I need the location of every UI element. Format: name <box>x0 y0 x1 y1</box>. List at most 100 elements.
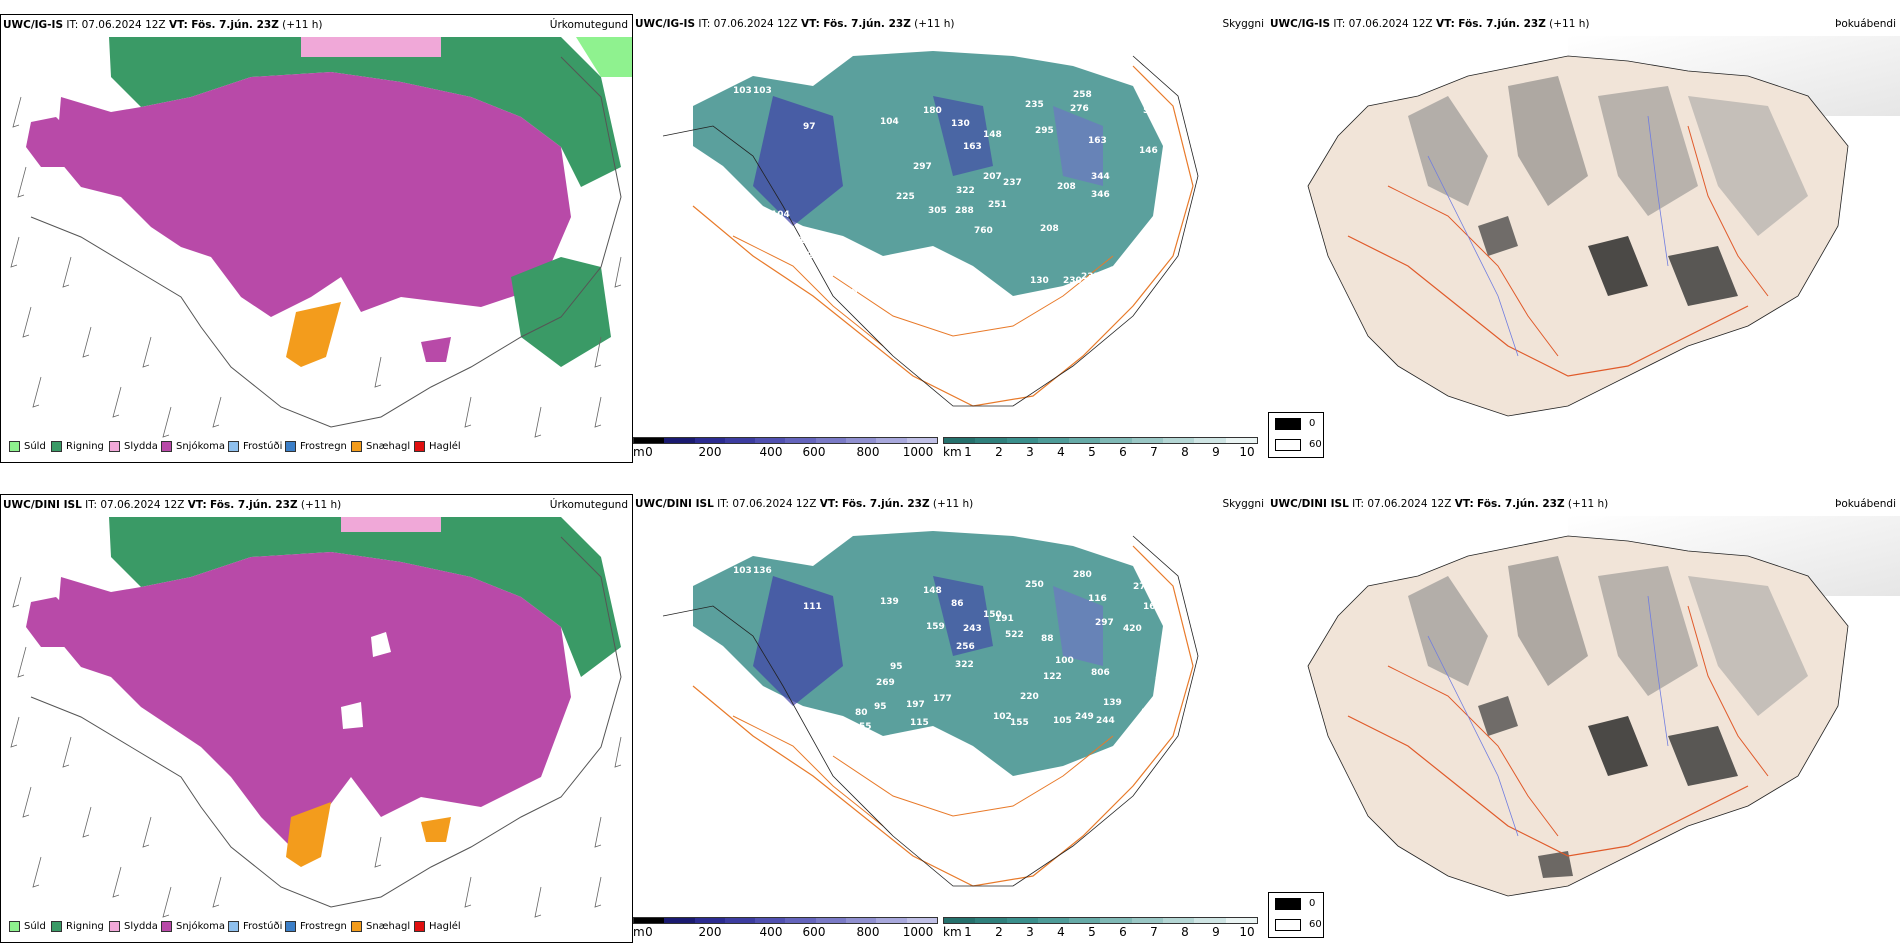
cloud-base-label: 115 <box>910 718 929 728</box>
rain-swatch <box>51 441 62 452</box>
legend-item-sleet: Slydda <box>109 441 158 452</box>
fog-map <box>1307 516 1900 897</box>
visibility-tick: 9 <box>1212 925 1220 939</box>
snow-pellets-swatch <box>351 441 362 452</box>
snow-swatch <box>161 441 172 452</box>
precip-type-panel-bottom: UWC/DINI ISL IT: 07.06.2024 12Z VT: Fös.… <box>0 494 633 943</box>
cloud-base-label: 280 <box>1073 570 1092 580</box>
cloud-base-colorbar: m 0 200 400 600 800 1000 <box>633 917 938 941</box>
cloud-base-label: 105 <box>1053 716 1072 726</box>
cloud-base-label: 95 <box>874 702 887 712</box>
precip-legend: Súld Rigning Slydda Snjókoma Frostúði Fr… <box>1 921 634 935</box>
cloud-base-label: 155 <box>1010 718 1029 728</box>
visibility-colorbar: km 1 2 3 4 5 6 7 8 9 10 <box>943 917 1258 941</box>
cloud-base-label: 276 <box>1070 104 1089 114</box>
cloud-base-label: 130 <box>1030 276 1049 286</box>
visibility-tick: 9 <box>1212 445 1220 459</box>
cloud-base-label: 117 <box>1141 708 1160 718</box>
cloud-base-map <box>662 531 1199 887</box>
cloud-base-label: 258 <box>1073 90 1092 100</box>
cloud-base-tick: 400 <box>759 445 783 459</box>
drizzle-swatch <box>9 441 20 452</box>
cloud-base-label: 123 <box>871 281 890 291</box>
cloud-base-tick: 200 <box>698 445 722 459</box>
snow-swatch <box>161 921 172 932</box>
cloud-base-tick: 0 <box>645 445 653 459</box>
cloud-base-label: 235 <box>1025 100 1044 110</box>
cloud-base-label: 251 <box>988 200 1007 210</box>
snow-pellets-swatch <box>351 921 362 932</box>
cloud-base-label: 139 <box>880 597 899 607</box>
visibility-tick: 6 <box>1119 925 1127 939</box>
visibility-tick: 1 <box>964 925 972 939</box>
precip-legend: Súld Rigning Slydda Snjókoma Frostúði Fr… <box>1 441 634 455</box>
fog-black-swatch <box>1275 898 1301 910</box>
cloud-base-tick: 400 <box>759 925 783 939</box>
cloud-base-label: 158 <box>763 694 782 704</box>
cloud-base-label: 208 <box>1057 182 1076 192</box>
hail-swatch <box>414 921 425 932</box>
cloud-base-label: 159 <box>926 622 945 632</box>
cloud-base-label: 295 <box>1035 126 1054 136</box>
legend-item-hail: Haglél <box>414 921 461 932</box>
cloud-base-label: 103 <box>733 86 752 96</box>
cloud-base-label: 297 <box>1095 618 1114 628</box>
cloud-base-label: 305 <box>928 206 947 216</box>
panel-header: UWC/IG-IS IT: 07.06.2024 12Z VT: Fös. 7.… <box>1270 18 1590 30</box>
legend-item-snow-pellets: Snæhagl <box>351 921 410 932</box>
freezing-rain-swatch <box>285 441 296 452</box>
cloud-base-label: 136 <box>753 566 772 576</box>
cloud-base-label: 103 <box>733 566 752 576</box>
cloud-base-label: 233 <box>1081 272 1100 282</box>
cloud-base-label: 110 <box>853 256 872 266</box>
cloud-base-label: 116 <box>1088 594 1107 604</box>
cloud-base-label: 420 <box>1123 624 1142 634</box>
drizzle-swatch <box>9 921 20 932</box>
cloud-base-label: 297 <box>913 162 932 172</box>
cloud-base-tick: 1000 <box>902 445 934 459</box>
cloud-base-label: 148 <box>983 130 1002 140</box>
cloud-base-label: 243 <box>963 624 982 634</box>
cloud-base-label: 177 <box>933 694 952 704</box>
fog-legend: 0 60 <box>1268 412 1324 458</box>
cloud-base-label: 237 <box>1003 178 1022 188</box>
cloud-base-label: 104 <box>880 117 899 127</box>
fog-white-value: 60 <box>1309 919 1322 930</box>
cloud-base-label: 122 <box>1043 672 1062 682</box>
visibility-title: Skyggni <box>1222 18 1265 30</box>
cloud-base-label: 220 <box>1020 692 1039 702</box>
visibility-tick: 8 <box>1181 925 1189 939</box>
cloud-base-unit: m <box>633 925 645 939</box>
precip-title: Úrkomutegund <box>549 19 628 31</box>
visibility-tick: 3 <box>1026 925 1034 939</box>
cloud-base-label: 344 <box>1091 172 1110 182</box>
cloud-base-label: 103 <box>753 86 772 96</box>
cloud-base-label: 139 <box>1103 698 1122 708</box>
fog-legend: 0 60 <box>1268 892 1324 938</box>
cloud-base-label: 250 <box>1025 580 1044 590</box>
cloud-base-label: 97 <box>803 122 816 132</box>
freezing-rain-swatch <box>285 921 296 932</box>
legend-item-drizzle: Súld <box>9 921 46 932</box>
cloud-base-label: 220 <box>963 276 982 286</box>
precip-map <box>1 37 632 447</box>
cloud-base-tick: 800 <box>856 925 880 939</box>
cloud-base-label: 163 <box>963 142 982 152</box>
cloud-base-unit: m <box>633 445 645 459</box>
cloud-base-label: 400 <box>1108 266 1127 276</box>
cloud-base-label: 150 <box>983 610 1002 620</box>
cloud-base-label: 66 <box>861 287 874 297</box>
panel-header: UWC/IG-IS IT: 07.06.2024 12Z VT: Fös. 7.… <box>3 19 323 31</box>
legend-item-freezing-rain: Frostregn <box>285 441 347 452</box>
legend-item-freezing-drizzle: Frostúði <box>228 921 282 932</box>
visibility-tick: 10 <box>1239 445 1255 459</box>
cloud-base-label: 322 <box>956 186 975 196</box>
cloud-base-label: 148 <box>923 586 942 596</box>
fog-index-panel-bottom: UWC/DINI ISL IT: 07.06.2024 12Z VT: Fös.… <box>1268 494 1900 943</box>
freezing-drizzle-swatch <box>228 441 239 452</box>
cloud-visibility-panel-bottom: UWC/DINI ISL IT: 07.06.2024 12Z VT: Fös.… <box>633 494 1268 943</box>
cloud-base-label: 59 <box>843 722 856 732</box>
cloud-base-label: 191 <box>995 614 1014 624</box>
legend-item-drizzle: Súld <box>9 441 46 452</box>
fog-black-value: 0 <box>1309 898 1316 909</box>
